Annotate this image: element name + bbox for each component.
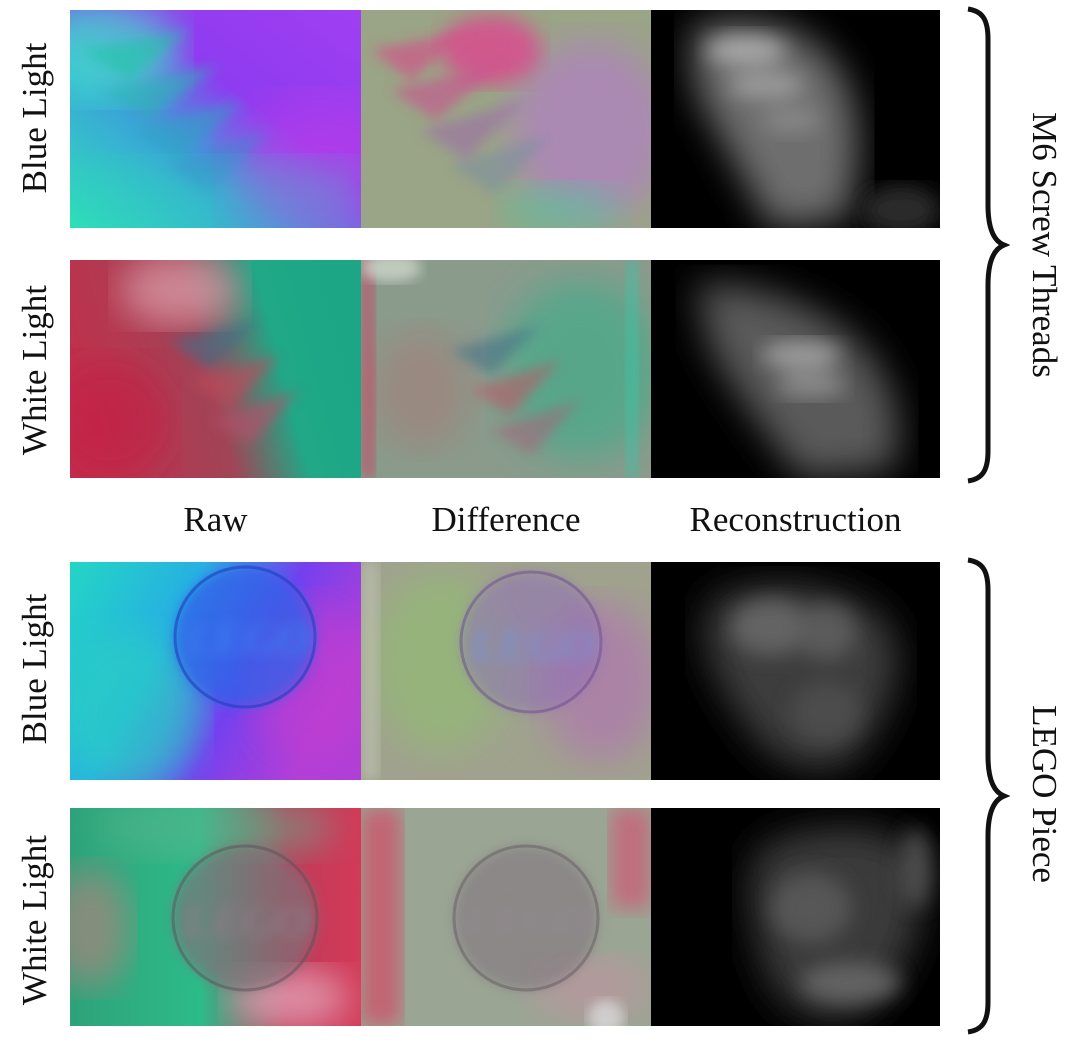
group-brace-screw: [967, 6, 1010, 484]
lego-logo-raw-white: LEGO: [182, 895, 308, 946]
panel-screw-white-reconstruction: [651, 260, 940, 478]
group-label-lego: LEGO Piece: [1025, 705, 1064, 883]
panel-lego-white-reconstruction: [651, 808, 940, 1026]
panel-screw-blue-raw: [70, 10, 361, 228]
row-label-screw-white: White Light: [15, 284, 54, 456]
column-label-raw: Raw: [183, 500, 248, 539]
lego-logo-raw-blue: LEGO: [184, 613, 310, 664]
panel-screw-white-raw: [70, 260, 361, 478]
panel-lego-blue-difference: LEGO: [361, 562, 651, 780]
panel-lego-white-raw: LEGO: [70, 808, 361, 1026]
lego-logo-difference-white: LEGO: [463, 895, 589, 946]
panel-lego-blue-raw: LEGO: [70, 562, 361, 780]
panel-screw-white-difference: [361, 260, 651, 478]
column-label-reconstruction: Reconstruction: [689, 500, 902, 539]
panel-lego-white-difference: LEGO: [361, 808, 651, 1026]
group-label-screw: M6 Screw Threads: [1025, 112, 1064, 378]
column-label-difference: Difference: [431, 500, 581, 539]
row-label-lego-blue: Blue Light: [15, 593, 54, 745]
group-brace-lego: [967, 557, 1010, 1035]
panel-lego-blue-reconstruction: [651, 562, 940, 780]
lego-logo-difference-blue: LEGO: [469, 619, 595, 670]
row-label-screw-blue: Blue Light: [15, 42, 54, 194]
row-label-lego-white: White Light: [15, 834, 54, 1006]
panel-screw-blue-difference: [361, 10, 651, 228]
panel-screw-blue-reconstruction: [651, 10, 940, 228]
